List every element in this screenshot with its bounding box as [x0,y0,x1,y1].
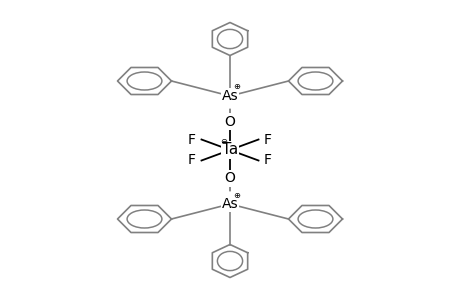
Text: F: F [187,133,196,146]
Text: As: As [221,89,238,103]
Text: O: O [224,115,235,128]
Text: ⊕: ⊕ [233,190,240,200]
Text: F: F [187,154,196,167]
Text: O: O [224,172,235,185]
Text: F: F [263,154,272,167]
Text: F: F [263,133,272,146]
Text: Ta: Ta [221,142,238,158]
Text: ⊖: ⊖ [220,137,227,146]
Text: As: As [221,197,238,211]
Text: ⊕: ⊕ [233,82,240,91]
